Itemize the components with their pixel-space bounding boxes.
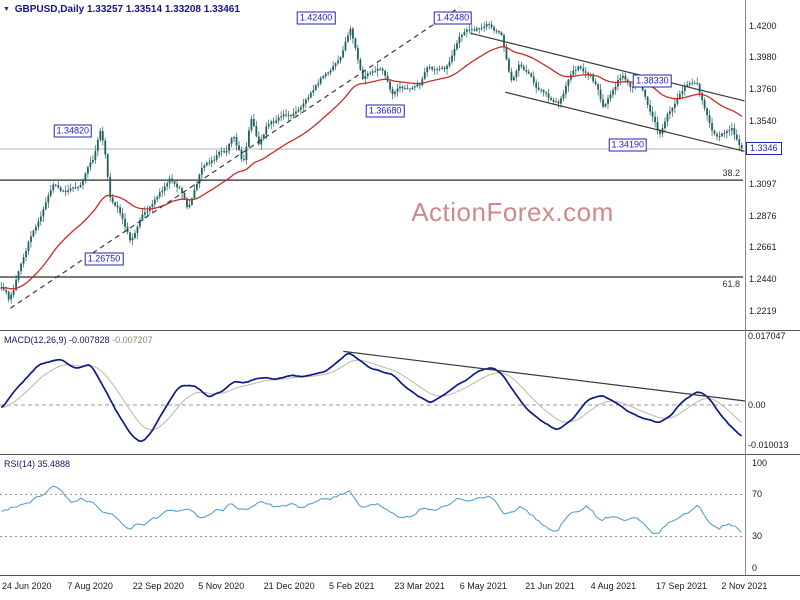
date-axis-label: 22 Sep 2020: [132, 581, 184, 591]
price-annotation[interactable]: 1.26750: [84, 252, 124, 266]
price-axis-tick: 1.2219: [749, 305, 777, 316]
price-annotation[interactable]: 1.34190: [608, 138, 648, 151]
date-axis-label: 21 Jun 2021: [525, 581, 575, 591]
macd-main-value: -0.007828: [69, 335, 110, 345]
date-axis-label: 23 Mar 2021: [394, 581, 445, 591]
price-axis-tick: 1.3980: [749, 52, 777, 63]
price-axis-tick: 1.2661: [749, 242, 777, 253]
fib-level-label: 61.8: [722, 279, 740, 289]
candlestick-series: [0, 20, 743, 304]
price-axis-tick: 1.3097: [749, 179, 777, 190]
macd-signal-line: [1, 359, 743, 431]
macd-axis-tick: 0.00: [748, 399, 766, 410]
macd-name: MACD(12,26,9): [4, 335, 67, 345]
date-axis-label: 21 Dec 2020: [263, 581, 315, 591]
price-annotation[interactable]: 1.34820: [53, 124, 93, 138]
moving-average-line[interactable]: [1, 46, 743, 290]
price-axis-tick: 1.3540: [749, 115, 777, 126]
macd-axis-tick: -0.010013: [748, 439, 789, 450]
watermark: ActionForex.com: [411, 197, 614, 227]
price-axis-tick: 1.2876: [749, 211, 777, 222]
price-annotation[interactable]: 1.42400: [296, 11, 336, 25]
fib-level-label: 38.2: [722, 168, 740, 179]
rsi-axis-tick: 0: [752, 562, 758, 573]
rsi-label: RSI(14) 35.4888: [4, 459, 70, 469]
rsi-axis-tick: 100: [752, 457, 768, 468]
macd-axis-tick: 0.017047: [748, 331, 786, 342]
price-axis-tick: 1.3760: [749, 83, 777, 94]
rsi-axis-tick: 30: [752, 531, 763, 541]
trendline[interactable]: [10, 6, 460, 309]
macd-signal-value: -0.007207: [112, 335, 153, 345]
macd-label: MACD(12,26,9) -0.007828 -0.007207: [4, 335, 153, 345]
date-axis-label: 7 Aug 2020: [67, 581, 113, 591]
date-axis-label: 2 Nov 2021: [721, 581, 768, 591]
symbol-title: GBPUSD,Daily: [14, 4, 85, 15]
date-axis-label: 5 Feb 2021: [329, 581, 375, 591]
date-axis-label: 4 Aug 2021: [590, 581, 637, 591]
date-axis-label: 24 Jun 2020: [2, 581, 52, 591]
chart-header: ▼ GBPUSD,Daily 1.33257 1.33514 1.33208 1…: [3, 4, 240, 15]
macd-main-line: [0, 352, 743, 442]
ohlc-values: 1.33257 1.33514 1.33208 1.33461: [86, 4, 240, 15]
rsi-axis-tick: 70: [752, 489, 763, 499]
rsi-name: RSI(14): [4, 459, 36, 469]
price-annotation[interactable]: 1.42480: [433, 11, 473, 25]
date-axis-label: 17 Sep 2021: [656, 581, 708, 591]
symbol-marker-icon: ▼: [3, 6, 10, 13]
rsi-line: [1, 485, 742, 534]
trendline[interactable]: [470, 32, 745, 102]
current-price-box: 1.3346: [746, 142, 782, 155]
trendline[interactable]: [505, 91, 745, 152]
price-axis-tick: 1.4200: [749, 20, 777, 31]
date-axis-label: 6 May 2021: [459, 581, 507, 591]
price-axis-tick: 1.2440: [749, 273, 777, 284]
price-annotation[interactable]: 1.38330: [633, 74, 672, 88]
rsi-value: 35.4888: [37, 459, 71, 469]
price-annotation[interactable]: 1.36680: [365, 104, 405, 118]
date-axis-label: 5 Nov 2020: [198, 581, 245, 591]
macd-trendline[interactable]: [343, 350, 746, 402]
